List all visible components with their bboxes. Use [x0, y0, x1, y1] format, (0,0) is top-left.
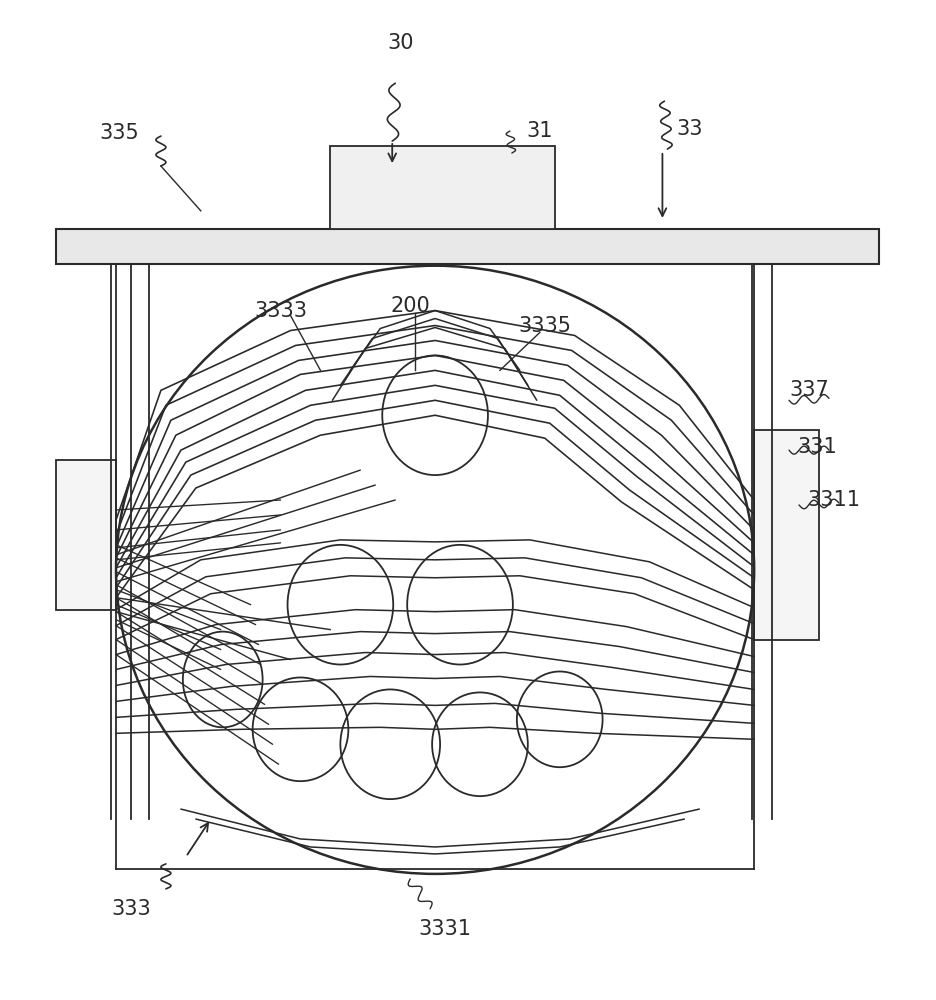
- Text: 3333: 3333: [254, 301, 307, 321]
- Text: 3311: 3311: [807, 490, 859, 510]
- Text: 333: 333: [111, 899, 151, 919]
- Text: 33: 33: [676, 119, 702, 139]
- Text: 200: 200: [390, 296, 430, 316]
- Bar: [56, 460, 116, 610]
- Text: 337: 337: [788, 380, 828, 400]
- Text: 331: 331: [797, 437, 836, 457]
- Bar: [753, 430, 818, 640]
- Bar: [330, 146, 554, 229]
- Text: 3331: 3331: [418, 919, 471, 939]
- Text: 30: 30: [387, 33, 413, 53]
- Text: 335: 335: [99, 123, 139, 143]
- Text: 31: 31: [526, 121, 552, 141]
- Text: 3335: 3335: [518, 316, 571, 336]
- Bar: [56, 229, 878, 264]
